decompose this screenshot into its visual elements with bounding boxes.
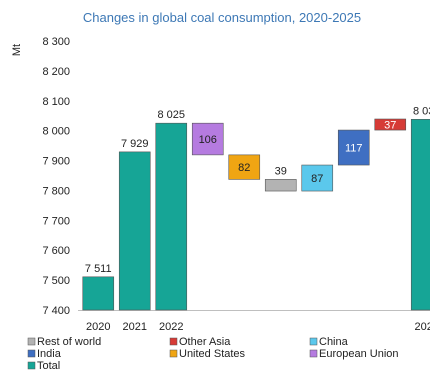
x-axis-ticks: 2020 2021 2022 2025 — [86, 321, 430, 333]
y-tick-label: 7 500 — [42, 275, 70, 287]
legend-swatch-rest-of-world — [27, 337, 36, 346]
bar-rest-of-world — [264, 179, 297, 192]
bar-india — [337, 129, 370, 166]
data-label: 8 025 — [157, 109, 185, 121]
data-label: 106 — [199, 134, 217, 146]
legend-label-total: Total — [37, 360, 60, 372]
legend-label-european-union: European Union — [319, 348, 399, 360]
data-label: 117 — [345, 143, 363, 155]
bar-2025 — [410, 119, 430, 311]
y-tick-label: 8 100 — [42, 96, 70, 108]
x-tick-label: 2022 — [159, 321, 183, 333]
legend: Rest of world Other Asia China India United … — [27, 336, 399, 372]
legend-swatch-china — [309, 337, 318, 346]
y-tick-label: 7 800 — [42, 185, 70, 197]
legend-swatch-united-states — [169, 349, 178, 358]
y-axis-ticks: 8 300 8 200 8 100 8 000 7 900 7 800 7 700 7 600… — [42, 36, 70, 317]
bar-2020 — [82, 276, 115, 311]
data-label: 39 — [275, 165, 287, 177]
legend-swatch-india — [27, 349, 36, 358]
y-tick-label: 7 400 — [42, 305, 70, 317]
legend-label-united-states: United States — [179, 348, 246, 360]
legend-label-india: India — [37, 348, 62, 360]
bars: 7 511 7 929 8 025 106 82 39 87 117 37 8 038 — [82, 105, 430, 311]
data-label: 37 — [384, 120, 396, 132]
y-tick-label: 8 200 — [42, 66, 70, 78]
legend-label-china: China — [319, 336, 349, 348]
bar-china — [301, 164, 334, 192]
y-tick-label: 8 300 — [42, 36, 70, 48]
legend-label-rest-of-world: Rest of world — [37, 336, 101, 348]
y-tick-label: 7 700 — [42, 215, 70, 227]
legend-swatch-other-asia — [169, 337, 178, 346]
data-label: 87 — [311, 173, 323, 185]
bar-other-asia — [374, 118, 407, 131]
y-axis-label: Mt — [11, 44, 23, 56]
data-label: 7 511 — [85, 263, 112, 275]
legend-swatch-european-union — [309, 349, 318, 358]
bar-european-union — [191, 122, 224, 156]
legend-label-other-asia: Other Asia — [179, 336, 231, 348]
bar-2022 — [155, 122, 188, 311]
x-tick-label: 2020 — [86, 321, 110, 333]
bar-2021 — [118, 151, 151, 311]
data-label: 8 038 — [413, 105, 430, 117]
y-tick-label: 7 900 — [42, 156, 70, 168]
y-tick-label: 7 600 — [42, 245, 70, 257]
y-tick-label: 8 000 — [42, 126, 70, 138]
legend-swatch-total — [27, 361, 36, 370]
x-tick-label: 2021 — [123, 321, 147, 333]
data-label: 82 — [238, 162, 250, 174]
data-label: 7 929 — [121, 138, 149, 150]
chart-title: Changes in global coal consumption, 2020… — [83, 10, 361, 25]
bar-united-states — [228, 154, 261, 180]
x-tick-label: 2025 — [415, 321, 430, 333]
